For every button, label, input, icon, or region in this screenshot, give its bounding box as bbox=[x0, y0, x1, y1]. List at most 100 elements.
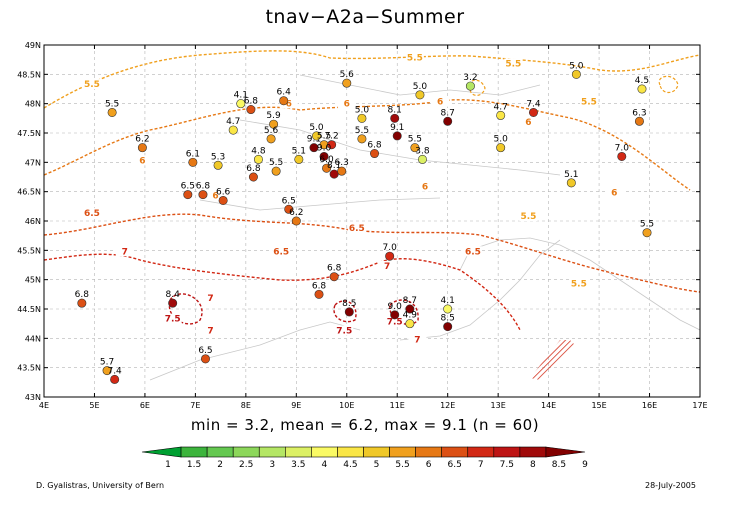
station-marker: 6.8 bbox=[327, 264, 342, 282]
station-dot bbox=[443, 116, 453, 126]
station-value: 6.8 bbox=[367, 141, 382, 151]
y-tick-label: 44.5N bbox=[17, 305, 41, 314]
station-dot bbox=[188, 157, 198, 167]
station-marker: 5.0 bbox=[309, 123, 324, 141]
contour-label: 6.5 bbox=[465, 247, 481, 257]
x-tick-label: 11E bbox=[390, 401, 405, 410]
station-dot bbox=[213, 160, 223, 170]
station-marker: 9.0 bbox=[317, 143, 331, 161]
x-tick-label: 12E bbox=[440, 401, 455, 410]
station-dot bbox=[329, 169, 339, 179]
station-dot bbox=[322, 163, 332, 173]
station-marker: 6.8 bbox=[75, 290, 89, 308]
station-marker: 6.4 bbox=[277, 88, 292, 106]
station-value: 8.1 bbox=[388, 105, 402, 115]
contour-label: 5.5 bbox=[571, 280, 587, 290]
colorbar-segment bbox=[389, 446, 416, 458]
station-dot bbox=[415, 90, 425, 100]
colorbar-segment bbox=[258, 446, 286, 458]
y-tick-label: 47N bbox=[25, 158, 41, 167]
station-dot bbox=[200, 354, 210, 364]
station-marker: 6.6 bbox=[216, 187, 231, 205]
station-value: 7.0 bbox=[382, 243, 397, 253]
contour-label: 6 bbox=[611, 189, 617, 199]
stats-summary: min = 3.2, mean = 6.2, max = 9.1 (n = 60… bbox=[190, 416, 540, 434]
station-marker: 6.5 bbox=[181, 182, 195, 200]
station-value: 6.4 bbox=[277, 88, 292, 98]
station-marker: 6.5 bbox=[198, 346, 213, 364]
contour-label: 7 bbox=[207, 294, 213, 304]
station-dot bbox=[311, 131, 321, 141]
station-value: 5.3 bbox=[211, 152, 225, 162]
station-marker: 4.1 bbox=[234, 91, 248, 109]
x-tick-label: 9E bbox=[291, 401, 301, 410]
contour-label-bg bbox=[431, 96, 450, 107]
contour-label: 6 bbox=[344, 99, 350, 109]
colorbar-segment bbox=[545, 446, 586, 458]
contour-label-bg bbox=[82, 208, 101, 219]
contour-label-bg bbox=[201, 293, 220, 304]
station-value: 7.2 bbox=[324, 132, 338, 142]
station-value: 4.7 bbox=[226, 117, 240, 127]
colorbar-label: 5.5 bbox=[395, 460, 409, 470]
station-marker: 7.4 bbox=[107, 366, 122, 384]
station-value: 9.1 bbox=[307, 135, 321, 145]
station-marker: 5.0 bbox=[494, 135, 508, 153]
station-dot bbox=[370, 149, 380, 159]
station-dot bbox=[271, 166, 281, 176]
contour-label-bg bbox=[279, 98, 298, 109]
contour-label-bg bbox=[385, 316, 404, 327]
contour-label: 6.5 bbox=[349, 224, 365, 234]
colorbar: 1 1.5 2 2.5 3 3.5 4 4.5 5 5.5 6 6.5 7 7.5 8 8.5 9 bbox=[141, 446, 588, 470]
contour-label-bg bbox=[337, 98, 356, 109]
station-marker: 6.8 bbox=[244, 97, 258, 115]
colorbar-label: 2.5 bbox=[239, 460, 253, 470]
station-dot bbox=[110, 374, 120, 384]
x-tick-label: 10E bbox=[339, 401, 354, 410]
station-marker: 9.0 bbox=[388, 302, 402, 320]
station-marker: 6.2 bbox=[289, 208, 303, 226]
station-dot bbox=[465, 81, 475, 91]
station-marker: 5.5 bbox=[105, 99, 119, 117]
station-dot bbox=[390, 113, 400, 123]
credit-date: 28-July-2005 bbox=[644, 481, 696, 490]
station-value: 6.3 bbox=[335, 158, 349, 168]
station-dot bbox=[443, 304, 453, 314]
station-value: 8.7 bbox=[403, 296, 417, 306]
station-marker: 5.5 bbox=[408, 135, 422, 153]
station-dot bbox=[642, 228, 652, 238]
station-value: 4.9 bbox=[403, 311, 418, 321]
contour-label: 7.5 bbox=[165, 315, 181, 325]
colorbar-label: 5 bbox=[374, 460, 380, 470]
station-dot bbox=[269, 119, 279, 129]
station-value: 5.5 bbox=[408, 135, 422, 145]
station-dot bbox=[344, 307, 354, 317]
station-value: 6.6 bbox=[216, 187, 231, 197]
colorbar-label: 4.5 bbox=[343, 460, 357, 470]
station-value: 6.8 bbox=[196, 182, 211, 192]
station-marker: 9.1 bbox=[390, 123, 404, 141]
contour-label-bg bbox=[605, 187, 624, 198]
y-tick-label: 46N bbox=[25, 217, 41, 226]
contour-label: 6 bbox=[212, 192, 218, 202]
station-dot bbox=[291, 216, 301, 226]
station-dot bbox=[248, 172, 258, 182]
station-marker: 8.4 bbox=[166, 290, 180, 308]
station-value: 4.5 bbox=[635, 76, 649, 86]
contour-label-bg bbox=[519, 117, 538, 128]
station-value: 5.5 bbox=[105, 99, 119, 109]
x-tick-label: 7E bbox=[190, 401, 200, 410]
station-marker: 6.8 bbox=[246, 164, 261, 182]
station-dot bbox=[77, 298, 87, 308]
contour-label: 6 bbox=[437, 98, 443, 108]
station-marker: 4.1 bbox=[441, 296, 455, 314]
colorbar-segment bbox=[493, 446, 521, 458]
y-tick-label: 45N bbox=[25, 276, 41, 285]
contour-label: 7 bbox=[207, 326, 213, 336]
station-dot bbox=[617, 151, 627, 161]
x-tick-label: 16E bbox=[642, 401, 657, 410]
contour-label: 5.5 bbox=[505, 60, 521, 70]
station-marker: 5.9 bbox=[266, 111, 281, 129]
contour-label: 7.5 bbox=[387, 318, 403, 328]
contour-label-bg bbox=[272, 246, 291, 257]
